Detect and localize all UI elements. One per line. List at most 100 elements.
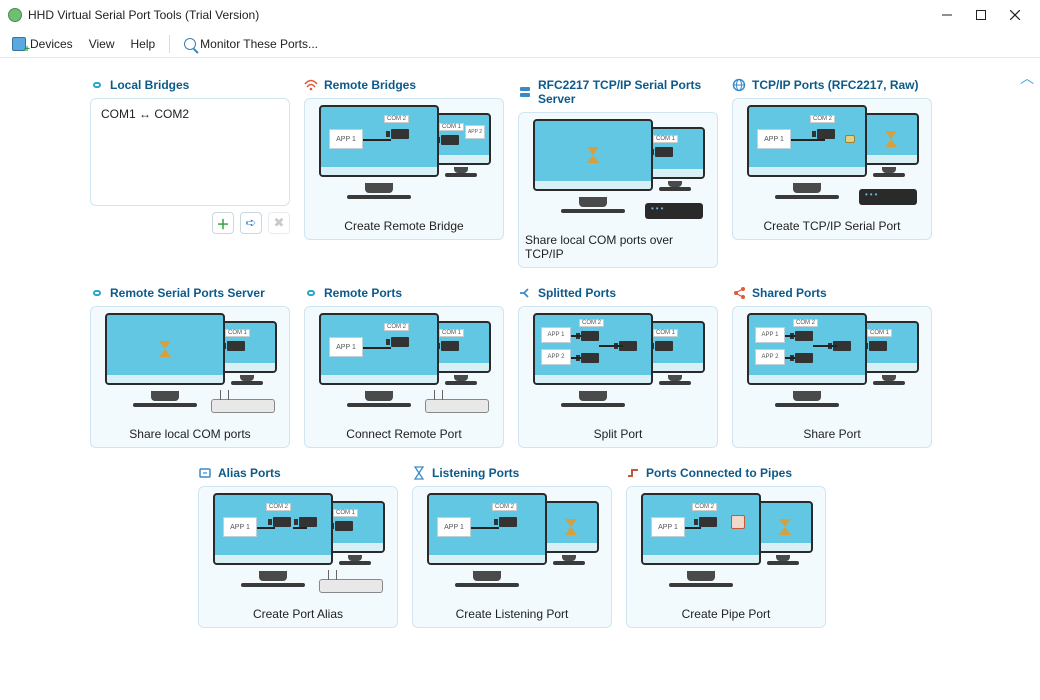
magnifier-icon [184,38,196,50]
content-area: ︿ Local Bridges COM1 ↔ COM2 ＋ ➪ ✖ [0,58,1040,700]
panel-grid-row-1: Local Bridges COM1 ↔ COM2 ＋ ➪ ✖ Remote B… [90,78,950,268]
panel-rfc2217-server: RFC2217 TCP/IP Serial Ports Server COM 1… [518,78,718,268]
panel-header: Remote Serial Ports Server [90,286,290,300]
help-label: Help [130,37,155,51]
devices-icon [12,37,26,51]
panel-title: RFC2217 TCP/IP Serial Ports Server [538,78,718,106]
panel-header: TCP/IP Ports (RFC2217, Raw) [732,78,932,92]
close-button[interactable] [998,1,1032,29]
router-box [319,579,383,593]
minimize-button[interactable] [930,1,964,29]
panel-header: Alias Ports [198,466,398,480]
panel-header: Local Bridges [90,78,290,92]
monitor-ports-button[interactable]: Monitor These Ports... [178,35,324,53]
illustration: COM 1 APP 1 COM 2 [311,313,497,419]
arrow-right-icon: ➪ [246,215,257,231]
maximize-icon [976,10,986,20]
panel-header: Splitted Ports [518,286,718,300]
monitor-label: Monitor These Ports... [200,37,318,51]
share-tcpip-card[interactable]: COM 1 Share local COM ports over TCP/IP [518,112,718,268]
panel-title: Alias Ports [218,466,281,480]
menu-separator [169,35,170,53]
connect-remote-port-card[interactable]: COM 1 APP 1 COM 2 Connect Remote Port [304,306,504,448]
alias-icon [198,466,212,480]
panel-splitted-ports: Splitted Ports COM 1 APP 1 APP 2 COM 2 [518,286,718,448]
menu-bar: Devices View Help Monitor These Ports... [0,30,1040,58]
panel-header: Remote Ports [304,286,504,300]
delete-icon: ✖ [274,215,285,231]
action-label: Connect Remote Port [346,427,461,441]
window-title: HHD Virtual Serial Port Tools (Trial Ver… [28,8,259,22]
pipe-icon [626,466,640,480]
plus-icon: ＋ [216,214,229,233]
panel-remote-bridges: Remote Bridges APP 2 COM 1 APP 1 COM 2 [304,78,504,268]
panel-title: Splitted Ports [538,286,616,300]
action-label: Create Port Alias [253,607,343,621]
link-icon [90,78,104,92]
panel-shared-ports: Shared Ports COM 1 APP 1 APP 2 COM 2 [732,286,932,448]
panel-grid-row-3: Alias Ports COM 1 APP 1 COM 2 [90,466,950,628]
link-icon [304,286,318,300]
panel-local-bridges: Local Bridges COM1 ↔ COM2 ＋ ➪ ✖ [90,78,290,268]
action-label: Share Port [803,427,860,441]
action-label: Create Listening Port [456,607,569,621]
share-icon [732,286,746,300]
app-icon [8,8,22,22]
panel-alias-ports: Alias Ports COM 1 APP 1 COM 2 [198,466,398,628]
illustration: APP 2 COM 1 APP 1 COM 2 [311,105,497,211]
router-box [211,399,275,413]
create-pipe-port-card[interactable]: APP 1 COM 2 Create Pipe Port [626,486,826,628]
bridge-list[interactable]: COM1 ↔ COM2 [90,98,290,206]
help-menu[interactable]: Help [124,35,161,53]
link-icon [90,286,104,300]
panel-title: Remote Serial Ports Server [110,286,265,300]
create-tcpip-port-card[interactable]: APP 1 COM 2 Create TCP/IP Serial Port [732,98,932,240]
illustration: APP 1 COM 2 [739,105,925,211]
panel-title: Remote Bridges [324,78,416,92]
forward-button[interactable]: ➪ [240,212,262,234]
panel-header: Shared Ports [732,286,932,300]
action-label: Share local COM ports over TCP/IP [525,233,711,261]
panel-header: RFC2217 TCP/IP Serial Ports Server [518,78,718,106]
illustration: COM 1 APP 1 COM 2 [205,493,391,599]
panel-header: Listening Ports [412,466,612,480]
create-listening-port-card[interactable]: APP 1 COM 2 Create Listening Port [412,486,612,628]
view-menu[interactable]: View [83,35,121,53]
devices-menu[interactable]: Devices [6,35,79,53]
panel-tcpip-ports: TCP/IP Ports (RFC2217, Raw) APP 1 COM 2 [732,78,932,268]
panel-title: Local Bridges [110,78,189,92]
list-item[interactable]: COM1 ↔ COM2 [97,105,283,123]
title-bar: HHD Virtual Serial Port Tools (Trial Ver… [0,0,1040,30]
action-label: Split Port [594,427,643,441]
create-remote-bridge-card[interactable]: APP 2 COM 1 APP 1 COM 2 Create Remote Br… [304,98,504,240]
delete-button[interactable]: ✖ [268,212,290,234]
hourglass-icon [412,466,426,480]
panel-title: Remote Ports [324,286,402,300]
action-label: Create Remote Bridge [344,219,463,233]
action-label: Create TCP/IP Serial Port [764,219,901,233]
share-port-card[interactable]: COM 1 APP 1 APP 2 COM 2 [732,306,932,448]
minimize-icon [942,10,952,20]
router-box [425,399,489,413]
illustration: APP 1 COM 2 [419,493,605,599]
panel-listening-ports: Listening Ports APP 1 COM 2 Cre [412,466,612,628]
action-label: Create Pipe Port [682,607,771,621]
create-alias-card[interactable]: COM 1 APP 1 COM 2 Create Por [198,486,398,628]
server-box [859,189,917,205]
panel-remote-ports: Remote Ports COM 1 APP 1 COM 2 [304,286,504,448]
split-port-card[interactable]: COM 1 APP 1 APP 2 COM 2 [518,306,718,448]
panel-title: Shared Ports [752,286,827,300]
panel-title: Listening Ports [432,466,519,480]
illustration: COM 1 APP 1 APP 2 COM 2 [525,313,711,419]
illustration: APP 1 COM 2 [633,493,819,599]
panel-title: Ports Connected to Pipes [646,466,792,480]
maximize-button[interactable] [964,1,998,29]
share-local-ports-card[interactable]: COM 1 Share local COM ports [90,306,290,448]
scroll-up-indicator[interactable]: ︿ [1020,68,1034,88]
devices-label: Devices [30,37,73,51]
globe-icon [732,78,746,92]
panel-header: Remote Bridges [304,78,504,92]
add-button[interactable]: ＋ [212,212,234,234]
panel-pipe-ports: Ports Connected to Pipes APP 1 COM 2 [626,466,826,628]
panel-title: TCP/IP Ports (RFC2217, Raw) [752,78,919,92]
